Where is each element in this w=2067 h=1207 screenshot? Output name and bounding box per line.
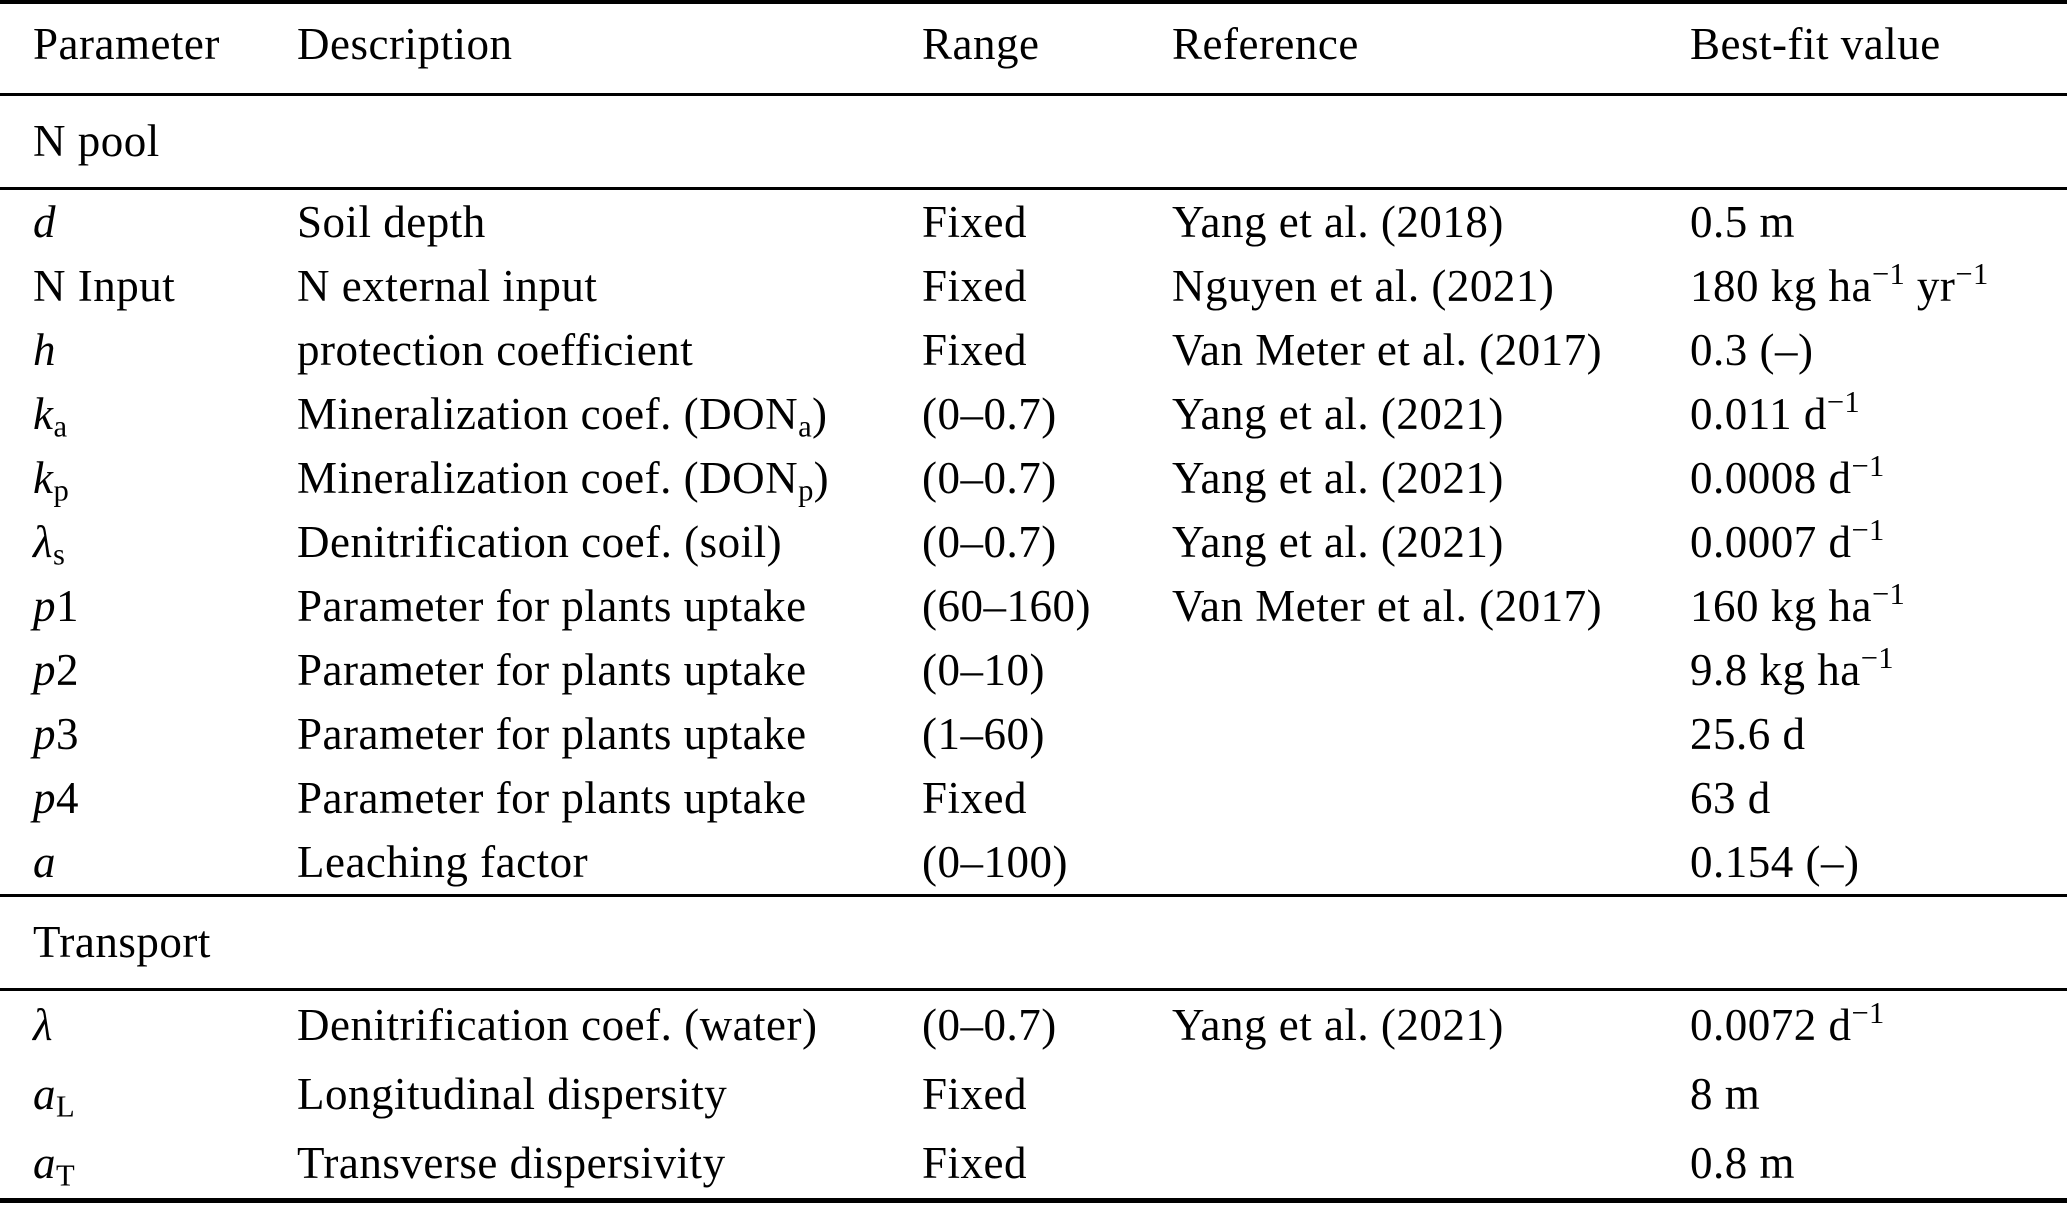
col-header-range: Range (922, 19, 1040, 69)
range-cell: (0–0.7) (922, 1000, 1057, 1050)
reference-cell: Van Meter et al. (2017) (1172, 325, 1603, 375)
range-cell: Fixed (922, 1138, 1028, 1188)
param-cell: p2 (33, 645, 79, 695)
bestfit-cell: 25.6 d (1690, 709, 1806, 759)
range-cell: Fixed (922, 325, 1028, 375)
bestfit-cell: 0.0072 d−1 (1690, 996, 1885, 1050)
range-cell: (0–10) (922, 645, 1045, 695)
reference-cell: Yang et al. (2021) (1172, 453, 1504, 503)
range-cell: (60–160) (922, 581, 1091, 631)
description-cell: protection coefficient (297, 325, 694, 375)
range-cell: (0–0.7) (922, 453, 1057, 503)
table-row-lambda: λ Denitrification coef. (water) (0–0.7) … (0, 990, 2067, 1061)
table-row-ka: ka Mineralization coef. (DONa) (0–0.7) Y… (0, 382, 2067, 446)
table-row-p3: p3 Parameter for plants uptake (1–60) 25… (0, 702, 2067, 766)
bestfit-cell: 180 kg ha−1 yr−1 (1690, 257, 1989, 311)
param-cell: λ (33, 1000, 53, 1050)
bestfit-cell: 0.5 m (1690, 197, 1796, 247)
reference-cell (1172, 766, 1690, 830)
reference-cell: Yang et al. (2018) (1172, 197, 1504, 247)
reference-cell: Van Meter et al. (2017) (1172, 581, 1603, 631)
param-cell: p4 (33, 773, 79, 823)
description-cell: Leaching factor (297, 837, 589, 887)
reference-cell (1172, 830, 1690, 896)
range-cell: (0–100) (922, 837, 1068, 887)
table-row-lambda-s: λs Denitrification coef. (soil) (0–0.7) … (0, 510, 2067, 574)
param-cell: p3 (33, 709, 79, 759)
bestfit-cell: 0.011 d−1 (1690, 385, 1860, 439)
table-row-aL: aL Longitudinal dispersity Fixed 8 m (0, 1060, 2067, 1129)
table-row-d: d Soil depth Fixed Yang et al. (2018) 0.… (0, 189, 2067, 255)
range-cell: Fixed (922, 1069, 1028, 1119)
col-header-reference: Reference (1172, 19, 1359, 69)
param-cell: N Input (33, 261, 176, 311)
table-row-h: h protection coefficient Fixed Van Meter… (0, 318, 2067, 382)
bestfit-cell: 0.3 (–) (1690, 325, 1814, 375)
table-row-n-input: N Input N external input Fixed Nguyen et… (0, 254, 2067, 318)
range-cell: (0–0.7) (922, 389, 1057, 439)
reference-cell (1172, 638, 1690, 702)
col-header-parameter: Parameter (33, 19, 220, 69)
reference-cell: Nguyen et al. (2021) (1172, 261, 1555, 311)
description-cell: Mineralization coef. (DONa) (297, 389, 828, 444)
description-cell: Soil depth (297, 197, 486, 247)
table-row-aT: aT Transverse dispersivity Fixed 0.8 m (0, 1129, 2067, 1201)
table-row-p2: p2 Parameter for plants uptake (0–10) 9.… (0, 638, 2067, 702)
param-cell: aT (33, 1138, 75, 1193)
description-cell: Parameter for plants uptake (297, 773, 807, 823)
reference-cell: Yang et al. (2021) (1172, 517, 1504, 567)
param-cell: d (33, 197, 56, 247)
param-cell: kp (33, 453, 70, 508)
section-title: N pool (33, 116, 160, 166)
param-cell: p1 (33, 581, 79, 631)
section-title: Transport (33, 917, 211, 967)
reference-cell (1172, 1060, 1690, 1129)
bestfit-cell: 0.8 m (1690, 1138, 1796, 1188)
param-cell: λs (33, 517, 66, 572)
description-cell: N external input (297, 261, 598, 311)
range-cell: (1–60) (922, 709, 1045, 759)
description-cell: Denitrification coef. (water) (297, 1000, 818, 1050)
section-row-n-pool: N pool (0, 94, 2067, 189)
reference-cell (1172, 702, 1690, 766)
bestfit-cell: 0.154 (–) (1690, 837, 1860, 887)
range-cell: (0–0.7) (922, 517, 1057, 567)
range-cell: Fixed (922, 197, 1028, 247)
description-cell: Longitudinal dispersity (297, 1069, 728, 1119)
range-cell: Fixed (922, 261, 1028, 311)
description-cell: Transverse dispersivity (297, 1138, 726, 1188)
bestfit-cell: 160 kg ha−1 (1690, 577, 1906, 631)
reference-cell: Yang et al. (2021) (1172, 1000, 1504, 1050)
description-cell: Mineralization coef. (DONp) (297, 453, 830, 508)
bestfit-cell: 9.8 kg ha−1 (1690, 641, 1894, 695)
table-row-kp: kp Mineralization coef. (DONp) (0–0.7) Y… (0, 446, 2067, 510)
section-row-transport: Transport (0, 895, 2067, 990)
bestfit-cell: 63 d (1690, 773, 1771, 823)
col-header-description: Description (297, 19, 513, 69)
param-cell: aL (33, 1069, 75, 1124)
reference-cell (1172, 1129, 1690, 1201)
param-cell: ka (33, 389, 68, 444)
description-cell: Denitrification coef. (soil) (297, 517, 783, 567)
param-cell: h (33, 325, 56, 375)
range-cell: Fixed (922, 773, 1028, 823)
table-row-p4: p4 Parameter for plants uptake Fixed 63 … (0, 766, 2067, 830)
header-row: Parameter Description Range Reference Be… (0, 2, 2067, 95)
col-header-bestfit-value: Best-fit value (1690, 19, 1941, 69)
bestfit-cell: 8 m (1690, 1069, 1761, 1119)
bestfit-cell: 0.0008 d−1 (1690, 449, 1885, 503)
table-row-a: a Leaching factor (0–100) 0.154 (–) (0, 830, 2067, 896)
param-cell: a (33, 837, 56, 887)
description-cell: Parameter for plants uptake (297, 645, 807, 695)
bestfit-cell: 0.0007 d−1 (1690, 513, 1885, 567)
reference-cell: Yang et al. (2021) (1172, 389, 1504, 439)
table-row-p1: p1 Parameter for plants uptake (60–160) … (0, 574, 2067, 638)
description-cell: Parameter for plants uptake (297, 709, 807, 759)
description-cell: Parameter for plants uptake (297, 581, 807, 631)
